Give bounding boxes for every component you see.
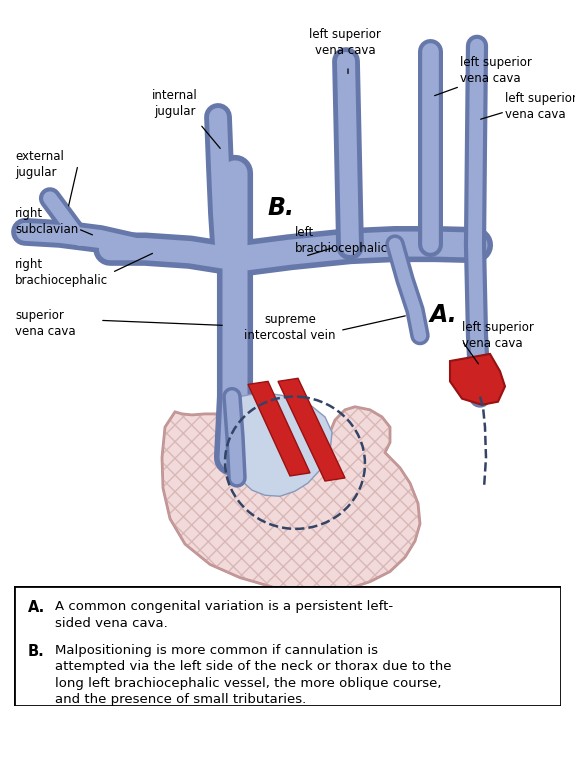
Polygon shape bbox=[278, 378, 345, 481]
Polygon shape bbox=[162, 401, 420, 592]
Text: Malpositioning is more common if cannulation is
attempted via the left side of t: Malpositioning is more common if cannula… bbox=[55, 643, 452, 706]
Polygon shape bbox=[234, 394, 332, 496]
FancyBboxPatch shape bbox=[14, 586, 561, 706]
Text: A.: A. bbox=[430, 303, 458, 328]
Text: right
brachiocephalic: right brachiocephalic bbox=[15, 258, 108, 287]
Text: external
jugular: external jugular bbox=[15, 150, 64, 179]
Text: left superior
vena cava: left superior vena cava bbox=[505, 92, 575, 121]
Polygon shape bbox=[450, 354, 505, 405]
Text: superior
vena cava: superior vena cava bbox=[15, 309, 76, 338]
Text: supreme
intercostal vein: supreme intercostal vein bbox=[244, 314, 336, 342]
Text: A common congenital variation is a persistent left-
sided vena cava.: A common congenital variation is a persi… bbox=[55, 601, 393, 630]
Text: internal
jugular: internal jugular bbox=[152, 89, 198, 118]
Text: B.: B. bbox=[28, 643, 45, 659]
Text: left superior
vena cava: left superior vena cava bbox=[460, 56, 532, 85]
Text: B.: B. bbox=[268, 197, 295, 220]
Text: A.: A. bbox=[28, 601, 45, 615]
Polygon shape bbox=[248, 381, 310, 476]
Text: Source: Western J Emerg Med © 2015 Western Journal of Emergency Medicine: Source: Western J Emerg Med © 2015 Weste… bbox=[126, 738, 563, 748]
Text: left superior
vena cava: left superior vena cava bbox=[462, 321, 534, 350]
Text: left
brachiocephalic: left brachiocephalic bbox=[295, 226, 388, 254]
Text: right
subclavian: right subclavian bbox=[15, 207, 78, 237]
Text: Medscape: Medscape bbox=[13, 734, 114, 752]
Text: left superior
vena cava: left superior vena cava bbox=[309, 29, 381, 58]
